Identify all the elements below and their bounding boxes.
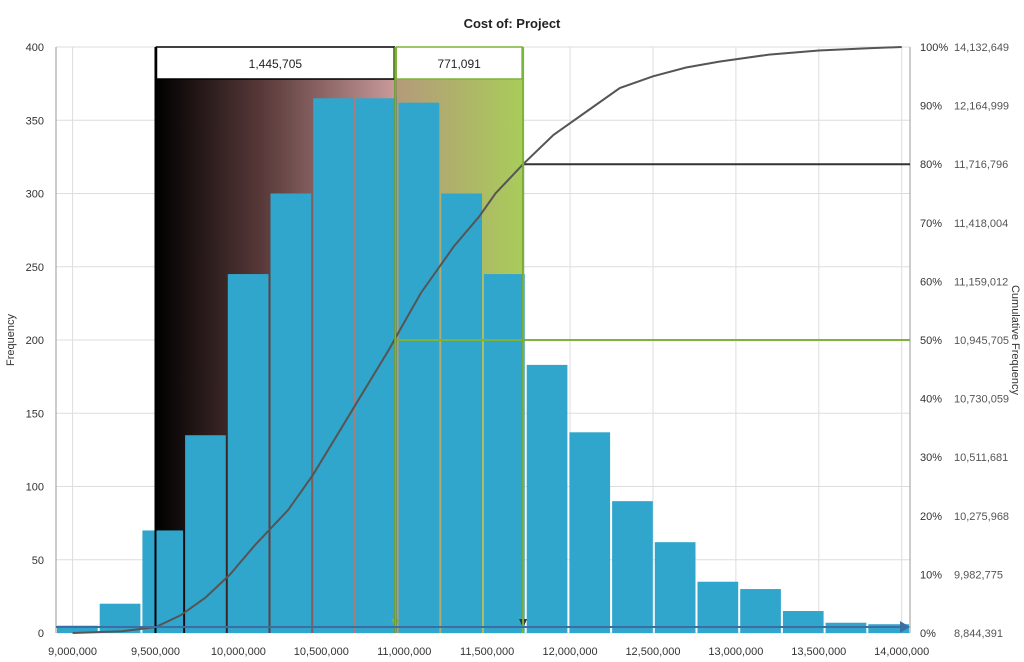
y2-tick-percent: 100% xyxy=(920,42,948,54)
y-tick-label: 200 xyxy=(26,335,44,347)
y2-axis-ticks: 0% 8,844,391 10% 9,982,775 20% 10,275,968 30% 1… xyxy=(920,42,1009,640)
y2-tick-value: 14,132,649 xyxy=(954,42,1009,54)
histogram-bar xyxy=(484,274,525,633)
histogram-bar xyxy=(227,274,269,633)
x-tick-label: 11,000,000 xyxy=(377,646,431,658)
histogram-bar xyxy=(526,364,568,633)
histogram-bar xyxy=(99,603,141,633)
y2-tick-value: 11,418,004 xyxy=(954,218,1008,230)
y2-tick-value: 8,844,391 xyxy=(954,628,1003,640)
histogram-bar xyxy=(569,432,611,633)
y-axis-label: Frequency xyxy=(5,314,17,366)
histogram-bar xyxy=(313,98,354,633)
histogram-bar xyxy=(142,530,184,633)
x-tick-label: 9,000,000 xyxy=(48,646,97,658)
y2-tick-percent: 70% xyxy=(920,218,942,230)
bars-group xyxy=(57,98,909,634)
y-tick-label: 50 xyxy=(32,555,44,567)
y2-tick-percent: 50% xyxy=(920,335,942,347)
y-tick-label: 250 xyxy=(26,262,44,274)
y2-tick-percent: 30% xyxy=(920,452,942,464)
x-axis-arrow xyxy=(900,621,910,633)
histogram-bar xyxy=(185,435,226,633)
cumulative-curve xyxy=(72,46,902,634)
histogram-bar xyxy=(697,581,739,633)
y2-tick-value: 10,730,059 xyxy=(954,394,1009,406)
x-axis-ticks: 9,000,000 9,500,000 10,000,000 10,500,000 11… xyxy=(48,646,929,658)
y2-tick-percent: 60% xyxy=(920,276,942,288)
range-label-1: 1,445,705 xyxy=(249,57,303,71)
y2-tick-percent: 40% xyxy=(920,394,942,406)
annotation-labels: 1,445,705 771,091 xyxy=(154,46,525,633)
y2-tick-value: 9,982,775 xyxy=(954,569,1003,581)
histogram-bar xyxy=(868,624,909,633)
histogram-bar xyxy=(398,102,440,634)
x-tick-label: 14,000,000 xyxy=(874,646,929,658)
x-tick-label: 12,000,000 xyxy=(543,646,598,658)
y2-tick-value: 12,164,999 xyxy=(954,101,1009,113)
histogram-bar xyxy=(782,611,824,633)
y2-tick-value: 10,511,681 xyxy=(954,452,1008,464)
histogram-bar xyxy=(441,193,482,633)
y-tick-label: 400 xyxy=(26,42,44,54)
x-tick-label: 11,500,000 xyxy=(460,646,514,658)
histogram-bar xyxy=(654,542,696,633)
x-tick-label: 12,500,000 xyxy=(625,646,680,658)
histogram-bar xyxy=(270,193,312,633)
y2-axis-label: Cumulative Frequency xyxy=(1009,285,1021,396)
range-label-2: 771,091 xyxy=(437,57,481,71)
chart-title: Cost of: Project xyxy=(464,16,561,31)
y-axis-ticks: 0 50 100 150 200 250 300 350 400 xyxy=(26,42,44,640)
x-tick-label: 9,500,000 xyxy=(131,646,180,658)
y-tick-label: 350 xyxy=(26,115,44,127)
histogram-bar xyxy=(57,625,98,633)
y2-tick-value: 11,159,012 xyxy=(954,276,1008,288)
x-tick-label: 10,500,000 xyxy=(294,646,349,658)
y-tick-label: 150 xyxy=(26,408,44,420)
y2-tick-value: 10,275,968 xyxy=(954,511,1009,523)
y2-tick-percent: 0% xyxy=(920,628,936,640)
x-tick-label: 10,000,000 xyxy=(211,646,266,658)
x-tick-label: 13,000,000 xyxy=(708,646,763,658)
histogram-bar xyxy=(740,589,781,633)
y2-tick-percent: 20% xyxy=(920,511,942,523)
y-tick-label: 100 xyxy=(26,482,44,494)
range-label-2-box xyxy=(395,46,523,80)
y-tick-label: 0 xyxy=(38,628,44,640)
y2-tick-value: 10,945,705 xyxy=(954,335,1009,347)
y2-tick-value: 11,716,796 xyxy=(954,159,1008,171)
y-tick-label: 300 xyxy=(26,189,44,201)
y2-tick-percent: 80% xyxy=(920,159,942,171)
histogram-bar xyxy=(355,98,397,633)
range-label-1-box xyxy=(155,46,395,80)
x-tick-label: 13,500,000 xyxy=(791,646,846,658)
y2-tick-percent: 90% xyxy=(920,101,942,113)
histogram-bar xyxy=(612,501,653,633)
y2-tick-percent: 10% xyxy=(920,569,942,581)
